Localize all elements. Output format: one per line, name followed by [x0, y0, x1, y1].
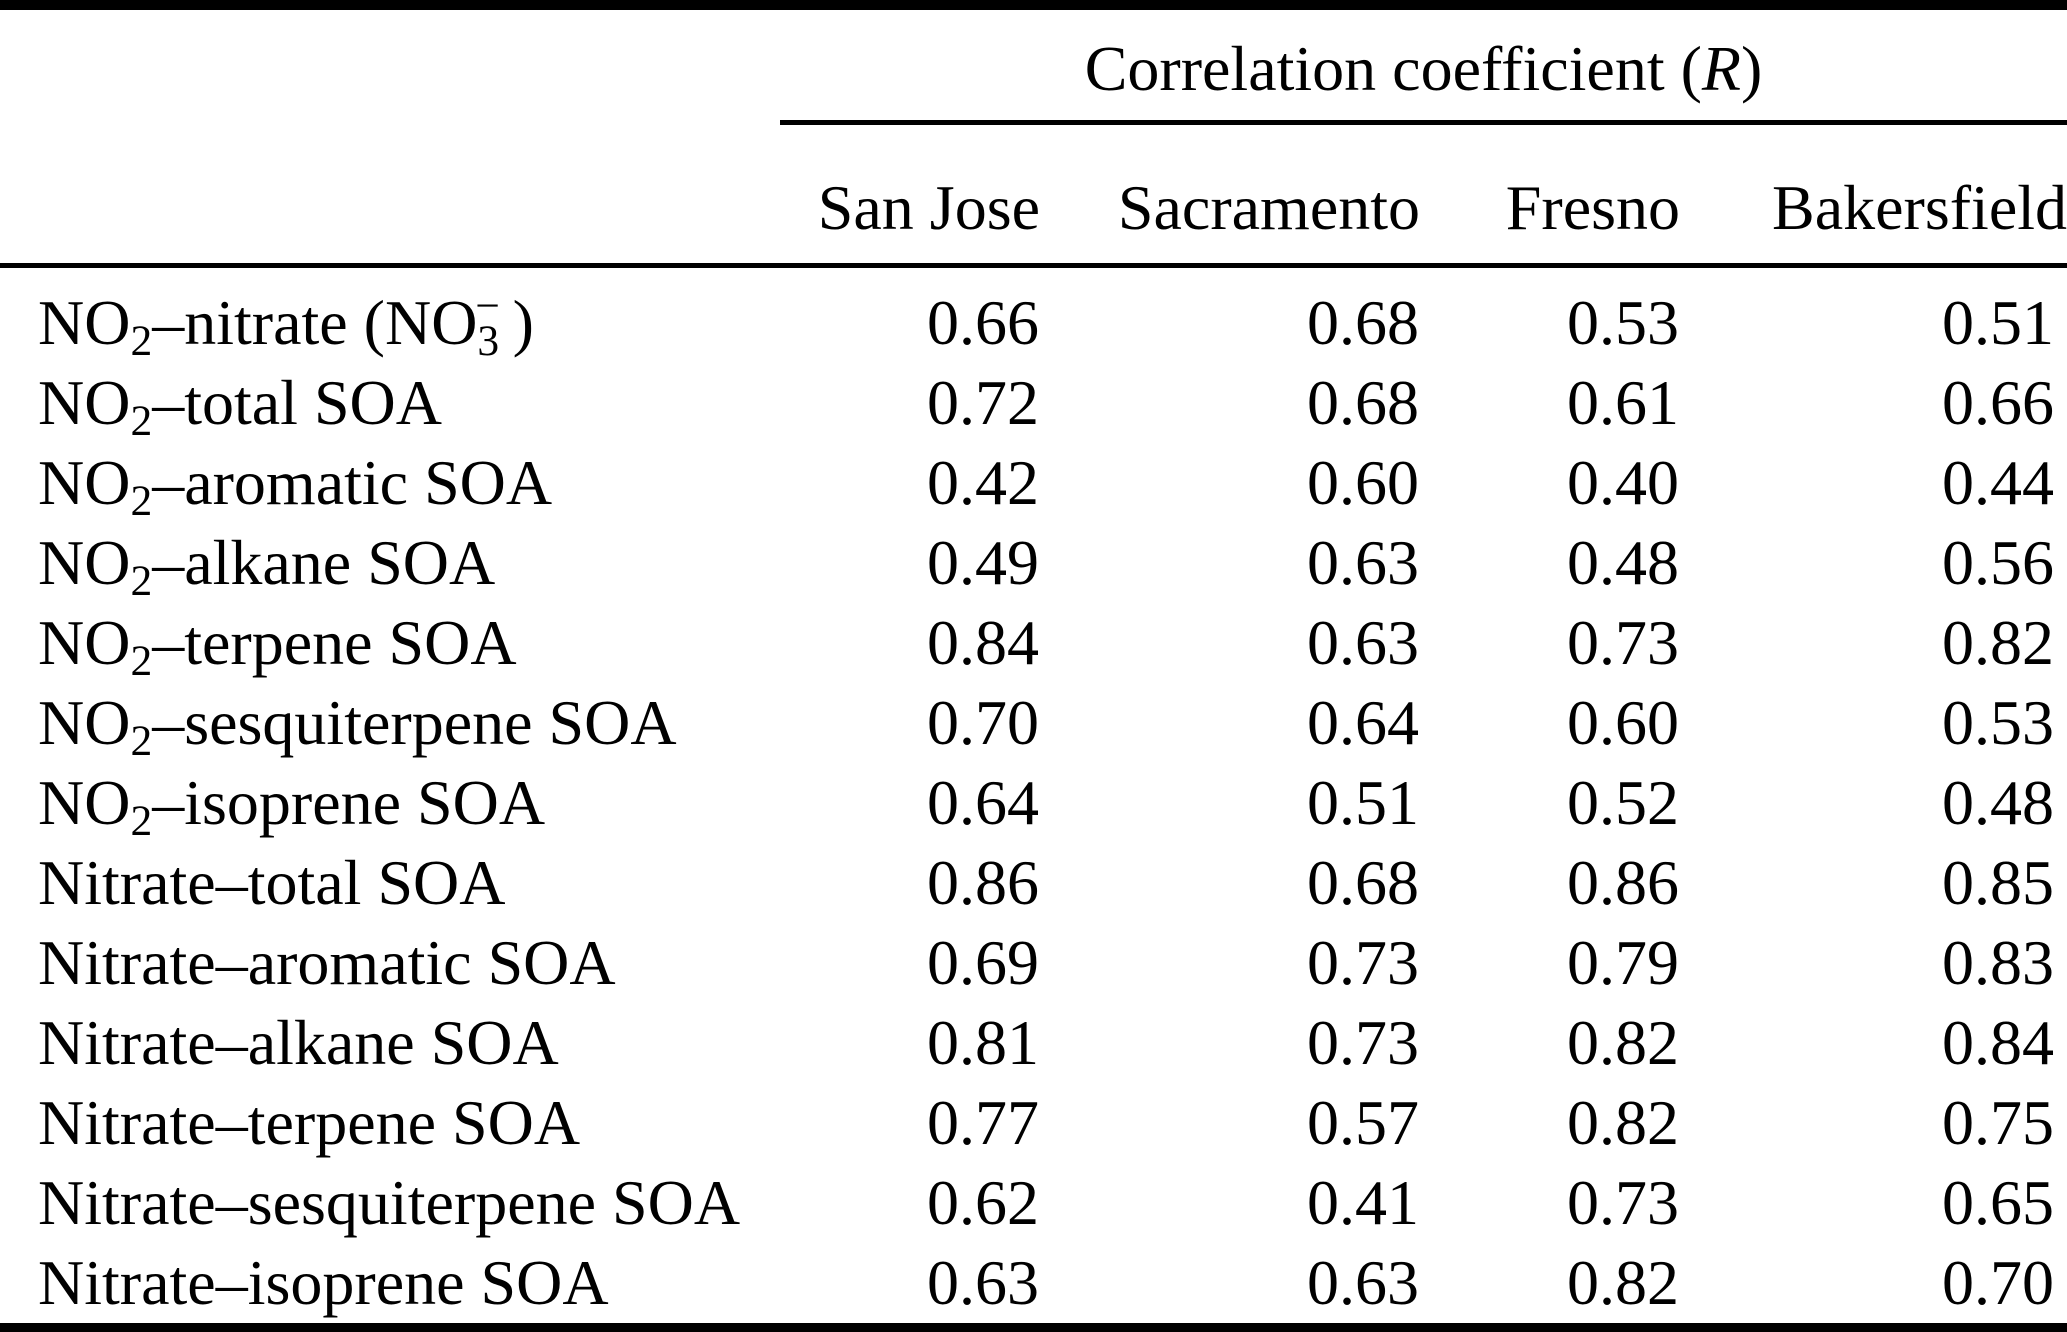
row-label-cell: NO2–sesquiterpene SOA [38, 687, 677, 765]
row-label-cell: Nitrate–aromatic SOA [38, 927, 616, 998]
column-header-bakersfield: Bakersfield [1680, 122, 2067, 268]
group-header-label: Correlation coefficient (R) [780, 0, 2067, 125]
table-row: Nitrate–isoprene SOA 0.63 0.63 0.82 0.70 [0, 1243, 2067, 1332]
row-label-cell: NO2–nitrate (NO3− ) [38, 282, 534, 365]
column-header-row: San Jose Sacramento Fresno Bakersfield [0, 122, 2067, 268]
value-cell-fresno: 0.52 [1567, 767, 1679, 838]
value-cell-san-jose: 0.69 [927, 927, 1039, 998]
value-cell-bakersfield: 0.51 [1942, 287, 2054, 358]
value-cell-sacramento: 0.64 [1307, 687, 1419, 758]
table-row: NO2–nitrate (NO3− ) 0.66 0.68 0.53 0.51 [0, 266, 2067, 364]
value-cell-san-jose: 0.70 [927, 687, 1039, 758]
value-cell-sacramento: 0.63 [1040, 1243, 1420, 1332]
value-cell-bakersfield: 0.85 [1942, 847, 2054, 918]
value-cell-san-jose: 0.63 [780, 1243, 1040, 1332]
table-head: Correlation coefficient (R) San Jose Sac… [0, 0, 2067, 268]
value-cell-sacramento: 0.63 [1307, 527, 1419, 598]
value-cell-fresno: 0.73 [1567, 607, 1679, 678]
row-label-cell: NO2–terpene SOA [38, 607, 517, 685]
value-cell-sacramento: 0.51 [1307, 767, 1419, 838]
row-label-cell: NO2–isoprene SOA [38, 767, 546, 845]
value-cell-bakersfield: 0.44 [1942, 447, 2054, 518]
row-label-cell: NO2–alkane SOA [38, 527, 496, 605]
table-row: NO2–terpene SOA 0.84 0.63 0.73 0.82 [0, 603, 2067, 683]
table-row: Nitrate–terpene SOA 0.77 0.57 0.82 0.75 [0, 1083, 2067, 1163]
value-cell-fresno: 0.82 [1567, 1087, 1679, 1158]
table-row: NO2–aromatic SOA 0.42 0.60 0.40 0.44 [0, 443, 2067, 523]
value-cell-fresno: 0.61 [1567, 367, 1679, 438]
value-cell-sacramento: 0.60 [1307, 447, 1419, 518]
value-cell-sacramento: 0.73 [1307, 927, 1419, 998]
value-cell-bakersfield: 0.53 [1942, 687, 2054, 758]
table-row: Nitrate–total SOA 0.86 0.68 0.86 0.85 [0, 843, 2067, 923]
table-row: Nitrate–alkane SOA 0.81 0.73 0.82 0.84 [0, 1003, 2067, 1083]
value-cell-fresno: 0.40 [1567, 447, 1679, 518]
value-cell-sacramento: 0.63 [1307, 607, 1419, 678]
group-header-row: Correlation coefficient (R) [0, 0, 2067, 125]
value-cell-sacramento: 0.73 [1307, 1007, 1419, 1078]
value-cell-sacramento: 0.57 [1307, 1087, 1419, 1158]
table-row: NO2–sesquiterpene SOA 0.70 0.64 0.60 0.5… [0, 683, 2067, 763]
row-label-cell: NO2–total SOA [38, 367, 442, 445]
row-label-cell: Nitrate–total SOA [38, 847, 506, 918]
value-cell-fresno: 0.60 [1567, 687, 1679, 758]
table-row: Nitrate–aromatic SOA 0.69 0.73 0.79 0.83 [0, 923, 2067, 1003]
value-cell-san-jose: 0.81 [927, 1007, 1039, 1078]
table-row: NO2–isoprene SOA 0.64 0.51 0.52 0.48 [0, 763, 2067, 843]
value-cell-san-jose: 0.86 [927, 847, 1039, 918]
value-cell-fresno: 0.82 [1420, 1243, 1680, 1332]
value-cell-bakersfield: 0.83 [1942, 927, 2054, 998]
column-header-sacramento: Sacramento [1040, 122, 1420, 268]
value-cell-sacramento: 0.68 [1307, 367, 1419, 438]
value-cell-bakersfield: 0.48 [1942, 767, 2054, 838]
value-cell-bakersfield: 0.75 [1942, 1087, 2054, 1158]
column-header-san-jose: San Jose [780, 122, 1040, 268]
value-cell-san-jose: 0.49 [927, 527, 1039, 598]
value-cell-san-jose: 0.84 [927, 607, 1039, 678]
value-cell-fresno: 0.73 [1567, 1167, 1679, 1238]
table-row: Nitrate–sesquiterpene SOA 0.62 0.41 0.73… [0, 1163, 2067, 1243]
value-cell-fresno: 0.48 [1567, 527, 1679, 598]
value-cell-fresno: 0.53 [1567, 287, 1679, 358]
row-label-cell: Nitrate–sesquiterpene SOA [38, 1167, 741, 1238]
value-cell-bakersfield: 0.66 [1942, 367, 2054, 438]
value-cell-bakersfield: 0.70 [1680, 1243, 2067, 1332]
value-cell-sacramento: 0.41 [1307, 1167, 1419, 1238]
column-header-fresno: Fresno [1420, 122, 1680, 268]
value-cell-sacramento: 0.68 [1307, 847, 1419, 918]
value-cell-san-jose: 0.77 [927, 1087, 1039, 1158]
value-cell-fresno: 0.79 [1567, 927, 1679, 998]
row-label-cell: Nitrate–isoprene SOA [0, 1243, 780, 1332]
table-row: NO2–total SOA 0.72 0.68 0.61 0.66 [0, 363, 2067, 443]
value-cell-sacramento: 0.68 [1307, 287, 1419, 358]
value-cell-san-jose: 0.64 [927, 767, 1039, 838]
value-cell-fresno: 0.82 [1567, 1007, 1679, 1078]
value-cell-bakersfield: 0.65 [1942, 1167, 2054, 1238]
value-cell-bakersfield: 0.82 [1942, 607, 2054, 678]
value-cell-bakersfield: 0.84 [1942, 1007, 2054, 1078]
value-cell-fresno: 0.86 [1567, 847, 1679, 918]
table-row: NO2–alkane SOA 0.49 0.63 0.48 0.56 [0, 523, 2067, 603]
value-cell-san-jose: 0.42 [927, 447, 1039, 518]
value-cell-san-jose: 0.66 [927, 287, 1039, 358]
value-cell-bakersfield: 0.56 [1942, 527, 2054, 598]
table-body: NO2–nitrate (NO3− ) 0.66 0.68 0.53 0.51 … [0, 266, 2067, 1332]
row-label-cell: Nitrate–terpene SOA [38, 1087, 581, 1158]
value-cell-san-jose: 0.62 [927, 1167, 1039, 1238]
row-label-cell: NO2–aromatic SOA [38, 447, 553, 525]
corner-spacer-cell [0, 0, 780, 123]
value-cell-san-jose: 0.72 [927, 367, 1039, 438]
row-label-cell: Nitrate–alkane SOA [38, 1007, 559, 1078]
corner-spacer-cell [0, 122, 780, 268]
